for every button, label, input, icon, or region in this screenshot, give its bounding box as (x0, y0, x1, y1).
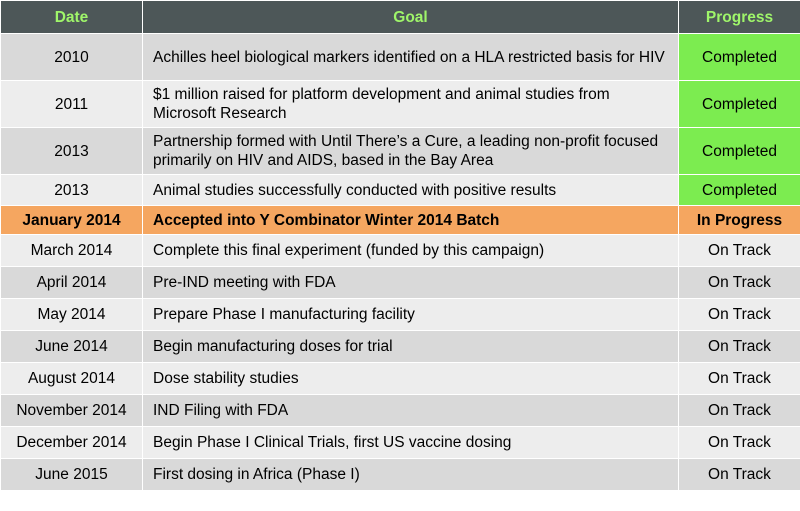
progress-cell: On Track (678, 330, 800, 363)
goal-cell: Accepted into Y Combinator Winter 2014 B… (142, 205, 679, 235)
column-header-goal: Goal (142, 0, 679, 34)
table-row: May 2014 Prepare Phase I manufacturing f… (0, 298, 800, 331)
goal-cell: Begin manufacturing doses for trial (142, 330, 679, 363)
column-header-date: Date (0, 0, 143, 34)
progress-cell: On Track (678, 266, 800, 299)
date-cell: January 2014 (0, 205, 143, 235)
date-cell: August 2014 (0, 362, 143, 395)
goal-cell: Animal studies successfully conducted wi… (142, 174, 679, 206)
goal-cell: First dosing in Africa (Phase I) (142, 458, 679, 491)
table-row: 2011 $1 million raised for platform deve… (0, 80, 800, 128)
date-cell: 2011 (0, 80, 143, 128)
progress-cell: On Track (678, 426, 800, 459)
date-cell: November 2014 (0, 394, 143, 427)
progress-cell: On Track (678, 298, 800, 331)
progress-cell: On Track (678, 234, 800, 267)
date-cell: June 2014 (0, 330, 143, 363)
goal-cell: IND Filing with FDA (142, 394, 679, 427)
table-row: 2013 Animal studies successfully conduct… (0, 174, 800, 206)
progress-cell: Completed (678, 174, 800, 206)
progress-cell: Completed (678, 127, 800, 175)
date-cell: May 2014 (0, 298, 143, 331)
table-row: August 2014 Dose stability studies On Tr… (0, 362, 800, 395)
table-row: March 2014 Complete this final experimen… (0, 234, 800, 267)
table-row: 2010 Achilles heel biological markers id… (0, 33, 800, 81)
date-cell: April 2014 (0, 266, 143, 299)
date-cell: 2013 (0, 174, 143, 206)
goal-cell: Dose stability studies (142, 362, 679, 395)
progress-cell: Completed (678, 80, 800, 128)
date-cell: 2010 (0, 33, 143, 81)
date-cell: 2013 (0, 127, 143, 175)
goal-cell: Complete this final experiment (funded b… (142, 234, 679, 267)
progress-cell: On Track (678, 362, 800, 395)
table-row: November 2014 IND Filing with FDA On Tra… (0, 394, 800, 427)
progress-cell: In Progress (678, 205, 800, 235)
goal-cell: Prepare Phase I manufacturing facility (142, 298, 679, 331)
progress-cell: On Track (678, 458, 800, 491)
goal-cell: $1 million raised for platform developme… (142, 80, 679, 128)
table-row: June 2015 First dosing in Africa (Phase … (0, 458, 800, 491)
date-cell: March 2014 (0, 234, 143, 267)
date-cell: December 2014 (0, 426, 143, 459)
table-header-row: Date Goal Progress (0, 0, 800, 34)
date-cell: June 2015 (0, 458, 143, 491)
milestone-table: Date Goal Progress 2010 Achilles heel bi… (0, 0, 800, 491)
table-row: June 2014 Begin manufacturing doses for … (0, 330, 800, 363)
progress-cell: On Track (678, 394, 800, 427)
table-row-highlighted: January 2014 Accepted into Y Combinator … (0, 205, 800, 235)
goal-cell: Partnership formed with Until There’s a … (142, 127, 679, 175)
goal-cell: Pre-IND meeting with FDA (142, 266, 679, 299)
progress-cell: Completed (678, 33, 800, 81)
table-row: December 2014 Begin Phase I Clinical Tri… (0, 426, 800, 459)
table-row: April 2014 Pre-IND meeting with FDA On T… (0, 266, 800, 299)
column-header-progress: Progress (678, 0, 800, 34)
goal-cell: Achilles heel biological markers identif… (142, 33, 679, 81)
goal-cell: Begin Phase I Clinical Trials, first US … (142, 426, 679, 459)
table-row: 2013 Partnership formed with Until There… (0, 127, 800, 175)
